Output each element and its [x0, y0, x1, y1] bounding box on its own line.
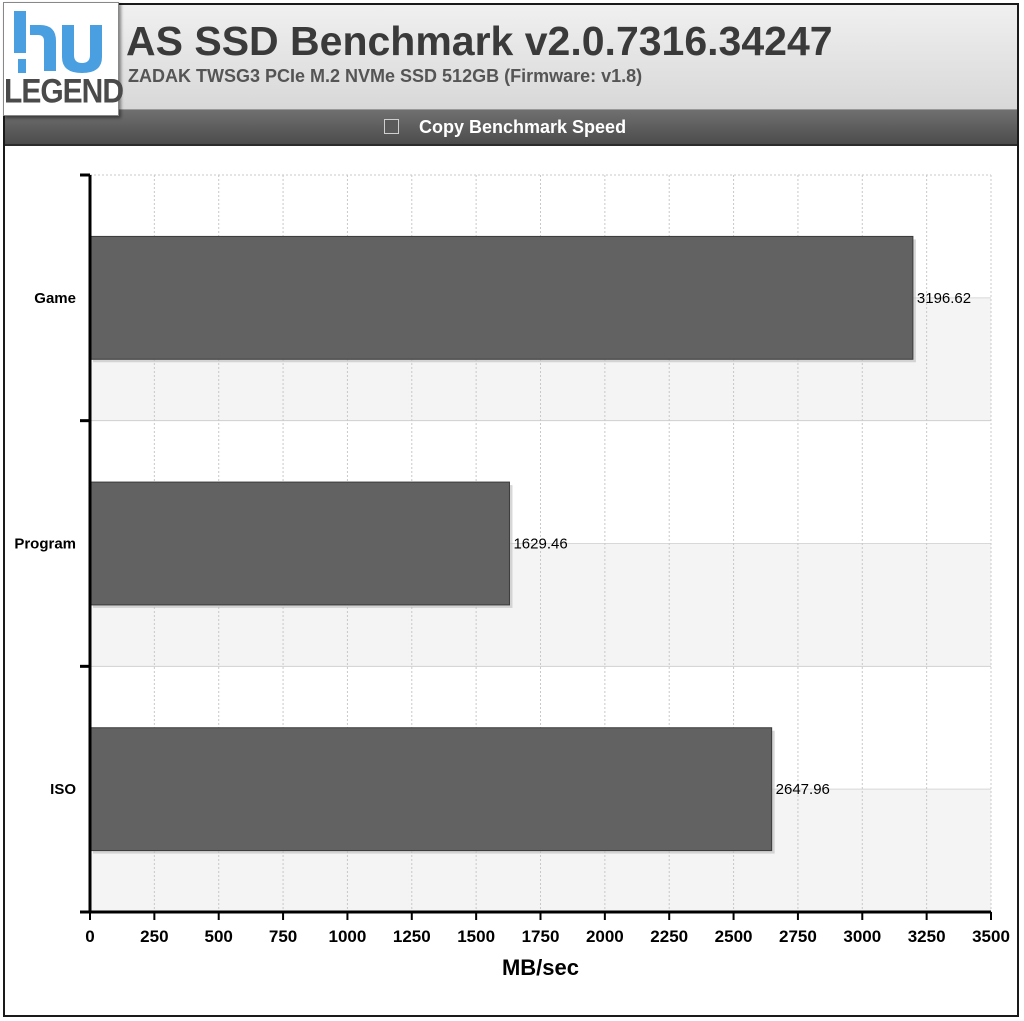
x-tick-label: 750 [269, 927, 297, 946]
legend-swatch [384, 119, 399, 134]
bar-game [89, 235, 914, 360]
value-label: 3196.62 [917, 290, 971, 307]
header-panel [5, 5, 1017, 110]
page-title: AS SSD Benchmark v2.0.7316.34247 [126, 18, 833, 64]
x-tick-label: 2750 [779, 927, 817, 946]
value-label: 1629.46 [513, 536, 567, 553]
value-label: 2647.96 [776, 781, 830, 798]
x-tick-label: 2250 [650, 927, 688, 946]
logo-icon [14, 11, 102, 73]
x-tick-label: 2500 [715, 927, 753, 946]
legend-bar: Copy Benchmark Speed [5, 110, 1017, 146]
x-tick-label: 1250 [393, 927, 431, 946]
x-tick-label: 3000 [843, 927, 881, 946]
bar-iso [89, 727, 773, 852]
x-tick-label: 1750 [522, 927, 560, 946]
category-label: Game [34, 290, 76, 307]
x-tick-label: 2000 [586, 927, 624, 946]
legend-label: Copy Benchmark Speed [419, 117, 627, 137]
x-tick-label: 500 [205, 927, 233, 946]
x-tick-label: 3500 [972, 927, 1010, 946]
x-tick-label: 0 [85, 927, 94, 946]
axes [80, 173, 992, 920]
labels: 3196.62 Game 1629.46 Program 2647.96 ISO 0 250 5… [14, 290, 1010, 980]
x-tick-label: 1500 [457, 927, 495, 946]
x-axis-label: MB/sec [502, 955, 579, 980]
x-tick-label: 1000 [329, 927, 367, 946]
x-tick-label: 250 [140, 927, 168, 946]
category-label: ISO [50, 781, 76, 798]
logo-text: LEGEND [4, 72, 124, 111]
category-label: Program [14, 536, 76, 553]
x-tick-label: 3250 [908, 927, 946, 946]
bars [89, 235, 916, 854]
site-logo: LEGEND [3, 2, 124, 116]
bar-program [89, 481, 510, 606]
page-subtitle: ZADAK TWSG3 PCIe M.2 NVMe SSD 512GB (Fir… [128, 66, 643, 86]
